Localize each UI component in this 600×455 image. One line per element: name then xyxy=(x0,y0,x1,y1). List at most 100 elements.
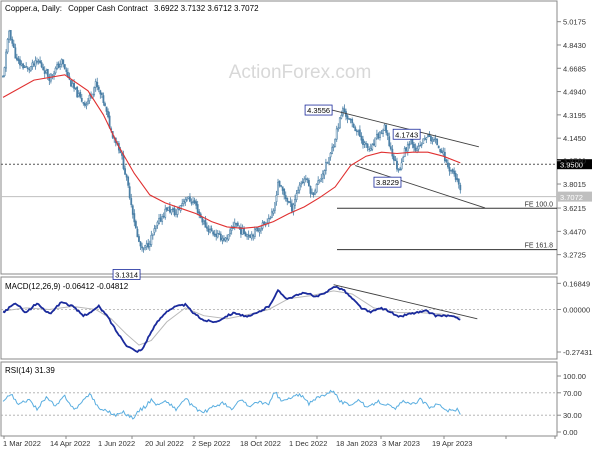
candle-body xyxy=(255,228,258,231)
candle-body xyxy=(187,196,190,199)
candle-body xyxy=(54,67,57,74)
candle-body xyxy=(17,58,20,62)
candle-body xyxy=(31,62,34,67)
candle-body xyxy=(175,212,177,215)
candle-body xyxy=(28,68,31,71)
candle-body xyxy=(70,80,72,87)
candle-body xyxy=(377,133,380,139)
rsi-label: RSI(14) 31.39 xyxy=(5,366,55,375)
candle-body xyxy=(294,199,296,206)
candle-body xyxy=(326,162,329,164)
candle-body xyxy=(224,237,227,241)
macd-trendline xyxy=(333,284,478,320)
x-tick-label: 1 Dec 2022 xyxy=(289,439,327,448)
candle-body xyxy=(204,219,207,228)
candle-body xyxy=(195,201,198,206)
candle-body xyxy=(2,76,4,78)
candle-body xyxy=(335,128,338,140)
price-tick-label: 4.6685 xyxy=(563,64,586,73)
candle-body xyxy=(442,151,445,155)
candle-body xyxy=(394,159,397,161)
candle-body xyxy=(48,76,51,81)
candle-body xyxy=(102,95,105,104)
candle-body xyxy=(29,66,32,71)
candle-body xyxy=(453,170,456,175)
price-tick-label: 3.4470 xyxy=(563,227,586,236)
chart-header: Copper.a, Daily: Copper Cash Contract 3.… xyxy=(5,4,259,13)
candle-body xyxy=(325,161,327,171)
annotation-label: 3.1314 xyxy=(115,270,138,279)
candle-body xyxy=(87,100,89,104)
candle-body xyxy=(406,144,409,152)
candle-body xyxy=(19,59,21,66)
candle-body xyxy=(379,131,381,138)
candle-body xyxy=(440,150,443,154)
candle-body xyxy=(198,211,201,215)
candle-body xyxy=(414,147,417,151)
candle-body xyxy=(341,107,344,116)
candle-body xyxy=(405,147,408,151)
candle-body xyxy=(5,51,7,69)
candle-body xyxy=(121,153,123,156)
price-tick-label: 3.6215 xyxy=(563,204,586,213)
candle-body xyxy=(331,147,333,155)
candle-body xyxy=(181,203,184,207)
price-tag-label-level: 3.9500 xyxy=(560,161,583,170)
candle-body xyxy=(417,145,420,150)
candle-body xyxy=(369,148,372,151)
candle-body xyxy=(229,229,232,234)
candle-body xyxy=(79,92,82,98)
x-tick-label: 1 Jun 2022 xyxy=(98,439,135,448)
price-tag-label-last: 3.7072 xyxy=(560,193,583,202)
candle-body xyxy=(16,57,18,60)
price-tick-label: 3.9760 xyxy=(563,157,586,166)
candle-body xyxy=(168,206,171,213)
candle-body xyxy=(96,81,99,87)
price-tag-last xyxy=(557,191,592,202)
candle-body xyxy=(45,70,48,73)
rsi-tick-label: 100.00 xyxy=(563,372,586,381)
candle-body xyxy=(280,185,283,187)
candle-body xyxy=(124,168,126,175)
candle-body xyxy=(226,237,228,240)
candle-body xyxy=(372,143,375,146)
candle-body xyxy=(170,209,173,214)
candle-body xyxy=(309,186,312,194)
candle-body xyxy=(358,129,361,137)
candle-body xyxy=(9,30,12,40)
candle-body xyxy=(36,61,38,63)
candle-body xyxy=(250,233,253,239)
candle-body xyxy=(456,178,459,181)
candle-body xyxy=(155,225,157,229)
candle-body xyxy=(278,180,281,187)
candle-body xyxy=(133,213,136,223)
x-tick-label: 18 Oct 2022 xyxy=(240,439,281,448)
candle-body xyxy=(165,207,168,211)
header-name: Copper Cash Contract xyxy=(68,4,148,13)
candle-body xyxy=(312,192,315,196)
candle-body xyxy=(252,234,255,237)
candle-body xyxy=(374,137,377,147)
candle-body xyxy=(351,119,354,124)
candle-body xyxy=(383,124,386,131)
candle-body xyxy=(189,196,191,202)
candle-body xyxy=(185,199,188,201)
candle-body xyxy=(23,66,26,69)
candle-body xyxy=(125,174,128,178)
price-tick-label: 4.1450 xyxy=(563,134,586,143)
candle-body xyxy=(257,227,259,232)
macd-tick-label: 0.00000 xyxy=(563,305,590,314)
candle-body xyxy=(386,132,389,136)
candle-body xyxy=(147,242,150,248)
candle-body xyxy=(459,184,462,191)
x-tick-label: 18 Jan 2023 xyxy=(336,439,377,448)
x-tick-label: 3 Mar 2023 xyxy=(382,439,420,448)
candle-body xyxy=(11,38,14,44)
candle-body xyxy=(270,211,273,218)
candle-body xyxy=(39,60,41,64)
candle-body xyxy=(295,193,298,201)
candle-body xyxy=(320,177,323,180)
candle-body xyxy=(218,233,221,235)
candle-body xyxy=(164,208,167,218)
candle-body xyxy=(306,178,309,181)
